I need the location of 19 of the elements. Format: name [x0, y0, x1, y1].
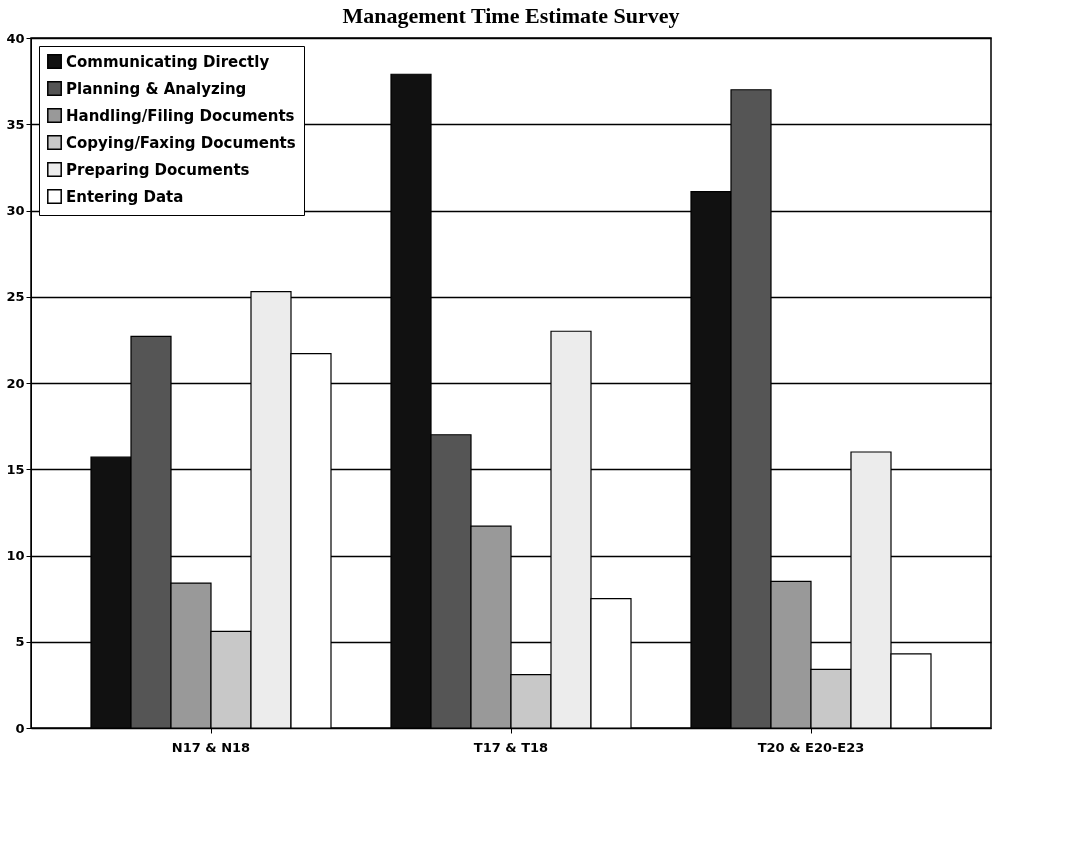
y-tick-label: 10: [6, 548, 25, 563]
y-tick-label: 40: [6, 30, 25, 46]
legend-label: Entering Data: [66, 187, 184, 206]
y-tick-label: 5: [15, 634, 25, 650]
y-tick-label: 35: [6, 116, 25, 132]
legend-label: Copying/Faxing Documents: [66, 133, 296, 152]
y-tick-label: 0: [15, 720, 25, 736]
chart-title: Management Time Estimate Survey: [342, 3, 680, 28]
x-tick-label: N17 & N18: [171, 739, 251, 755]
legend-label: Planning & Analyzing: [66, 79, 247, 98]
legend-label: Preparing Documents: [66, 160, 250, 179]
y-tick-label: 30: [6, 203, 25, 218]
legend-label: Handling/Filing Documents: [66, 106, 295, 125]
y-tick-label: 20: [6, 375, 25, 391]
y-tick-label: 15: [6, 461, 25, 477]
x-tick-label: T20 & E20-E23: [757, 739, 865, 755]
y-tick-label: 25: [6, 289, 25, 305]
x-tick-label: T17 & T18: [473, 739, 549, 755]
legend-label: Communicating Directly: [66, 52, 270, 71]
